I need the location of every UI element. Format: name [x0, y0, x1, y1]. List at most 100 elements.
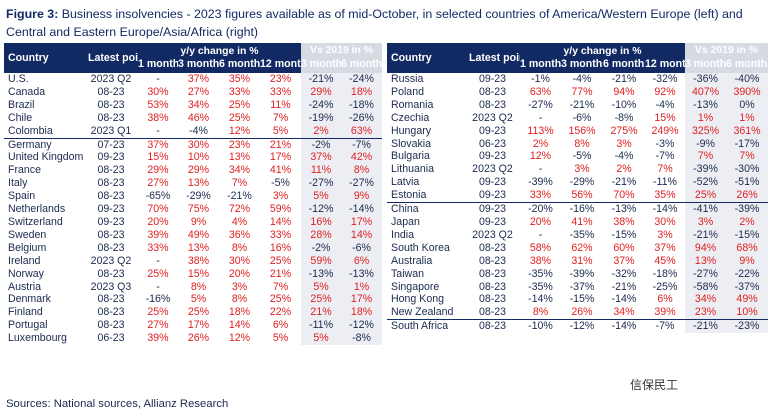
- yy-change-cell: -21%: [611, 176, 637, 189]
- yy-change-cell: 7%: [272, 111, 289, 124]
- table-row: France 08-23 29% 29% 34% 41% 11% 8%: [4, 164, 383, 178]
- yy-change-cell: 25%: [228, 111, 251, 124]
- yy-change-cell: 41%: [269, 164, 292, 177]
- yy-change-cell: 275%: [610, 124, 638, 137]
- latest-point-cell: 2023 Q2: [90, 254, 132, 267]
- table-header-row: Country Latest point y/y change in % Vs 201…: [4, 43, 383, 64]
- latest-point-cell: 09-23: [478, 124, 507, 137]
- yy-change-cell: 30%: [228, 254, 251, 267]
- country-cell: Poland: [391, 85, 424, 98]
- yy-change-cell: 33%: [147, 241, 169, 254]
- vs-2019-cell: 407%: [685, 85, 727, 99]
- latest-point-cell: 06-23: [97, 332, 125, 345]
- yy-change-cell: -21%: [227, 190, 252, 203]
- column-header-yy-0: 1 month: [520, 58, 561, 70]
- yy-change-cell: 22%: [269, 306, 292, 319]
- yy-change-cell: -27%: [528, 98, 553, 111]
- vs-2019-cell: 1%: [726, 111, 769, 125]
- latest-point-cell: 09-23: [478, 73, 507, 85]
- yy-change-cell: -7%: [655, 150, 675, 163]
- yy-change-cell: 25%: [269, 254, 292, 267]
- yy-change-cell: -15%: [611, 228, 637, 241]
- yy-change-cell: 12%: [228, 124, 251, 137]
- yy-change-cell: -14%: [528, 293, 553, 306]
- yy-change-cell: 15%: [187, 267, 210, 280]
- column-header-vs-1: 6 months: [726, 58, 769, 73]
- latest-point-cell: 08-23: [478, 254, 507, 267]
- vs-2019-cell: -26%: [341, 111, 383, 125]
- yy-change-cell: 12%: [228, 332, 251, 345]
- yy-change-cell: 58%: [529, 241, 552, 254]
- yy-change-cell: 70%: [147, 203, 169, 216]
- latest-point-cell: 08-23: [478, 241, 507, 254]
- latest-point-cell: 09-23: [97, 203, 125, 216]
- vs-2019-cell: 16%: [301, 215, 342, 229]
- yy-change-cell: 33%: [228, 85, 251, 98]
- yy-change-cell: 13%: [228, 151, 251, 164]
- yy-change-cell: 7%: [272, 280, 289, 293]
- yy-change-cell: 26%: [571, 306, 593, 319]
- yy-change-cell: 17%: [187, 319, 210, 332]
- vs-2019-cell: -21%: [685, 319, 727, 334]
- vs-2019-cell: 94%: [685, 241, 727, 255]
- yy-change-cell: 3%: [616, 137, 632, 150]
- yy-change-cell: 9%: [190, 215, 207, 228]
- yy-change-cell: 3%: [231, 280, 248, 293]
- latest-point-cell: 08-23: [97, 241, 125, 254]
- column-header-yy-2: 6 months: [603, 58, 645, 70]
- latest-point-cell: 2023 Q2: [472, 163, 513, 176]
- vs-2019-cell: -30%: [726, 163, 769, 177]
- yy-change-cell: 33%: [269, 85, 292, 98]
- vs-2019-cell: 361%: [726, 124, 769, 138]
- yy-change-cell: 7%: [657, 163, 673, 176]
- vs-2019-cell: 325%: [685, 124, 727, 138]
- yy-change-cell: -32%: [611, 267, 637, 280]
- yy-change-cell: -5%: [572, 150, 592, 163]
- country-cell: Estonia: [391, 189, 427, 202]
- yy-change-cell: 8%: [231, 241, 248, 254]
- yy-change-cell: 12%: [529, 150, 552, 163]
- yy-change-cell: -35%: [569, 228, 595, 241]
- yy-change-cell: 25%: [147, 267, 169, 280]
- table-row: Singapore 08-23 -35% -37% -21% -25% -58% -37%: [387, 280, 769, 294]
- yy-change-cell: 35%: [654, 189, 676, 202]
- yy-change-cell: 92%: [654, 85, 676, 98]
- yy-change-cell: -14%: [611, 293, 637, 306]
- country-cell: United Kingdom: [8, 151, 84, 164]
- yy-change-cell: 25%: [187, 306, 210, 319]
- country-cell: Denmark: [8, 293, 51, 306]
- left-insolvency-table: Country Latest point y/y change in % Vs 201…: [4, 43, 383, 346]
- table-row: Japan 09-23 20% 41% 38% 30% 3% 2%: [387, 215, 769, 229]
- yy-change-cell: -1%: [531, 73, 550, 85]
- yy-change-cell: -10%: [611, 98, 637, 111]
- vs-2019-cell: -18%: [341, 98, 383, 112]
- yy-change-cell: 30%: [147, 85, 169, 98]
- vs-2019-cell: -7%: [341, 137, 383, 152]
- yy-change-cell: 45%: [654, 254, 676, 267]
- yy-change-cell: 17%: [269, 151, 292, 164]
- yy-change-cell: 14%: [269, 215, 292, 228]
- vs-2019-cell: -21%: [301, 73, 342, 86]
- latest-point-cell: 08-23: [97, 190, 125, 203]
- vs-2019-cell: -17%: [726, 137, 769, 151]
- vs-2019-cell: 3%: [685, 215, 727, 229]
- yy-change-cell: 38%: [529, 254, 552, 267]
- country-cell: Australia: [391, 254, 433, 267]
- vs-2019-cell: -27%: [301, 177, 342, 191]
- latest-point-cell: 08-23: [97, 228, 125, 241]
- country-cell: Taiwan: [391, 267, 424, 280]
- yy-change-cell: 72%: [228, 203, 251, 216]
- table-row: Denmark 08-23 -16% 5% 8% 25% 25% 17%: [4, 293, 383, 307]
- vs-2019-cell: 7%: [726, 150, 769, 164]
- yy-change-cell: 63%: [529, 85, 552, 98]
- table-row: Finland 08-23 25% 25% 18% 22% 21% 18%: [4, 306, 383, 320]
- vs-2019-cell: 29%: [301, 85, 342, 99]
- yy-change-cell: 3%: [272, 190, 289, 203]
- vs-2019-cell: 17%: [341, 293, 383, 307]
- figure-title: Figure 3: Business insolvencies - 2023 f…: [6, 5, 766, 41]
- yy-change-cell: 13%: [187, 177, 210, 190]
- country-cell: Italy: [8, 177, 28, 190]
- yy-change-cell: 2%: [616, 163, 632, 176]
- yy-change-cell: 38%: [187, 254, 210, 267]
- yy-change-cell: 39%: [654, 306, 676, 319]
